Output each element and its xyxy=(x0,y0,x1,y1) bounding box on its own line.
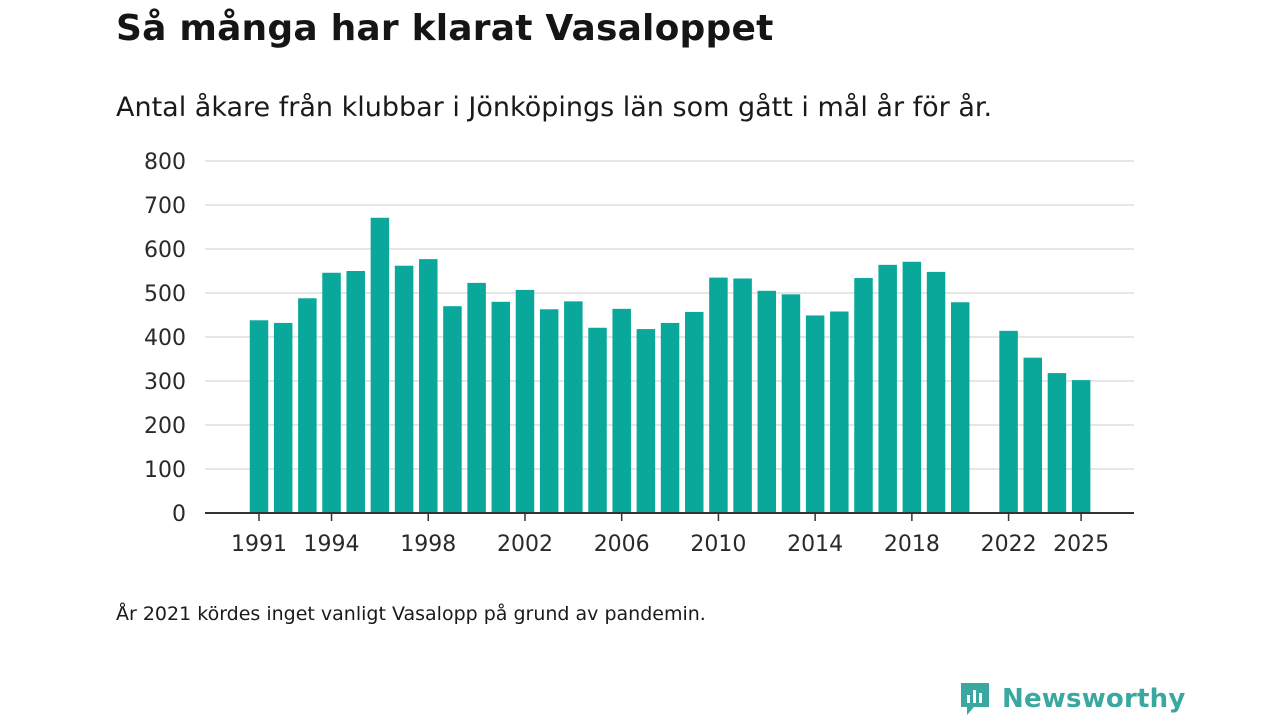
y-tick-label: 500 xyxy=(144,282,186,307)
x-tick-label: 2014 xyxy=(787,532,843,557)
x-tick-label: 2002 xyxy=(497,532,553,557)
bar-1997 xyxy=(394,265,414,513)
bar-2015 xyxy=(830,311,849,513)
bar-2023 xyxy=(1023,357,1043,513)
bar-2003 xyxy=(539,309,559,513)
bar-2000 xyxy=(467,282,486,513)
bar-2022 xyxy=(999,330,1018,513)
bar-2005 xyxy=(588,327,607,513)
bar-2006 xyxy=(612,308,631,513)
bar-1993 xyxy=(298,298,317,513)
bar-2013 xyxy=(781,294,801,513)
x-tick-label: 2010 xyxy=(690,532,746,557)
x-tick-label: 2025 xyxy=(1053,532,1109,557)
bar-2010 xyxy=(709,277,728,513)
x-tick-label: 2006 xyxy=(594,532,650,557)
y-tick-label: 200 xyxy=(144,414,186,439)
bar-2017 xyxy=(878,264,897,513)
bar-2002 xyxy=(515,289,535,513)
bar-1996 xyxy=(370,217,390,513)
bar-2020 xyxy=(950,302,970,513)
y-tick-label: 300 xyxy=(144,370,186,395)
bar-2016 xyxy=(854,278,873,513)
brand-name: Newsworthy xyxy=(1002,684,1186,714)
x-tick-label: 2022 xyxy=(981,532,1037,557)
y-axis-ticks: 0 100 200 300 400 500 600 700 800 xyxy=(144,150,186,527)
chart-subtitle: Antal åkare från klubbar i Jönköpings lä… xyxy=(116,92,993,123)
bar-1992 xyxy=(273,322,293,513)
bar-2014 xyxy=(805,315,825,513)
bar-1999 xyxy=(443,306,462,513)
bar-1995 xyxy=(346,271,365,513)
y-tick-label: 0 xyxy=(172,502,186,527)
chart-title: Så många har klarat Vasaloppet xyxy=(116,8,774,49)
newsworthy-logo-icon xyxy=(961,683,989,715)
bar-2012 xyxy=(757,290,777,513)
bar-2019 xyxy=(926,271,946,513)
y-tick-label: 600 xyxy=(144,238,186,263)
bar-2001 xyxy=(491,301,511,513)
footnote: År 2021 kördes inget vanligt Vasalopp på… xyxy=(116,603,706,625)
bars xyxy=(249,217,1091,513)
brand-logo: Newsworthy xyxy=(958,680,1185,718)
x-tick-label: 1991 xyxy=(231,532,287,557)
bar-2025 xyxy=(1071,380,1091,513)
bar-2011 xyxy=(733,278,752,513)
y-tick-label: 100 xyxy=(144,458,186,483)
bar-2009 xyxy=(684,311,704,513)
bar-1994 xyxy=(322,272,341,513)
bar-2008 xyxy=(660,322,680,513)
bar-2018 xyxy=(902,261,922,513)
y-tick-label: 700 xyxy=(144,194,186,219)
bar-2004 xyxy=(564,301,583,513)
y-tick-label: 800 xyxy=(144,150,186,175)
bar-1991 xyxy=(249,320,269,513)
x-tick-label: 1998 xyxy=(400,532,456,557)
bar-2007 xyxy=(636,329,656,513)
bar-1998 xyxy=(419,259,438,513)
x-tick-label: 1994 xyxy=(304,532,360,557)
y-tick-label: 400 xyxy=(144,326,186,351)
x-tick-label: 2018 xyxy=(884,532,940,557)
bar-chart: 0 100 200 300 400 500 600 700 800 1991 1994 1998 20… xyxy=(144,150,1134,557)
x-axis-ticks: 1991 1994 1998 2002 2006 2010 2014 2018 2022 2025 xyxy=(231,513,1109,557)
bar-2024 xyxy=(1047,373,1067,513)
